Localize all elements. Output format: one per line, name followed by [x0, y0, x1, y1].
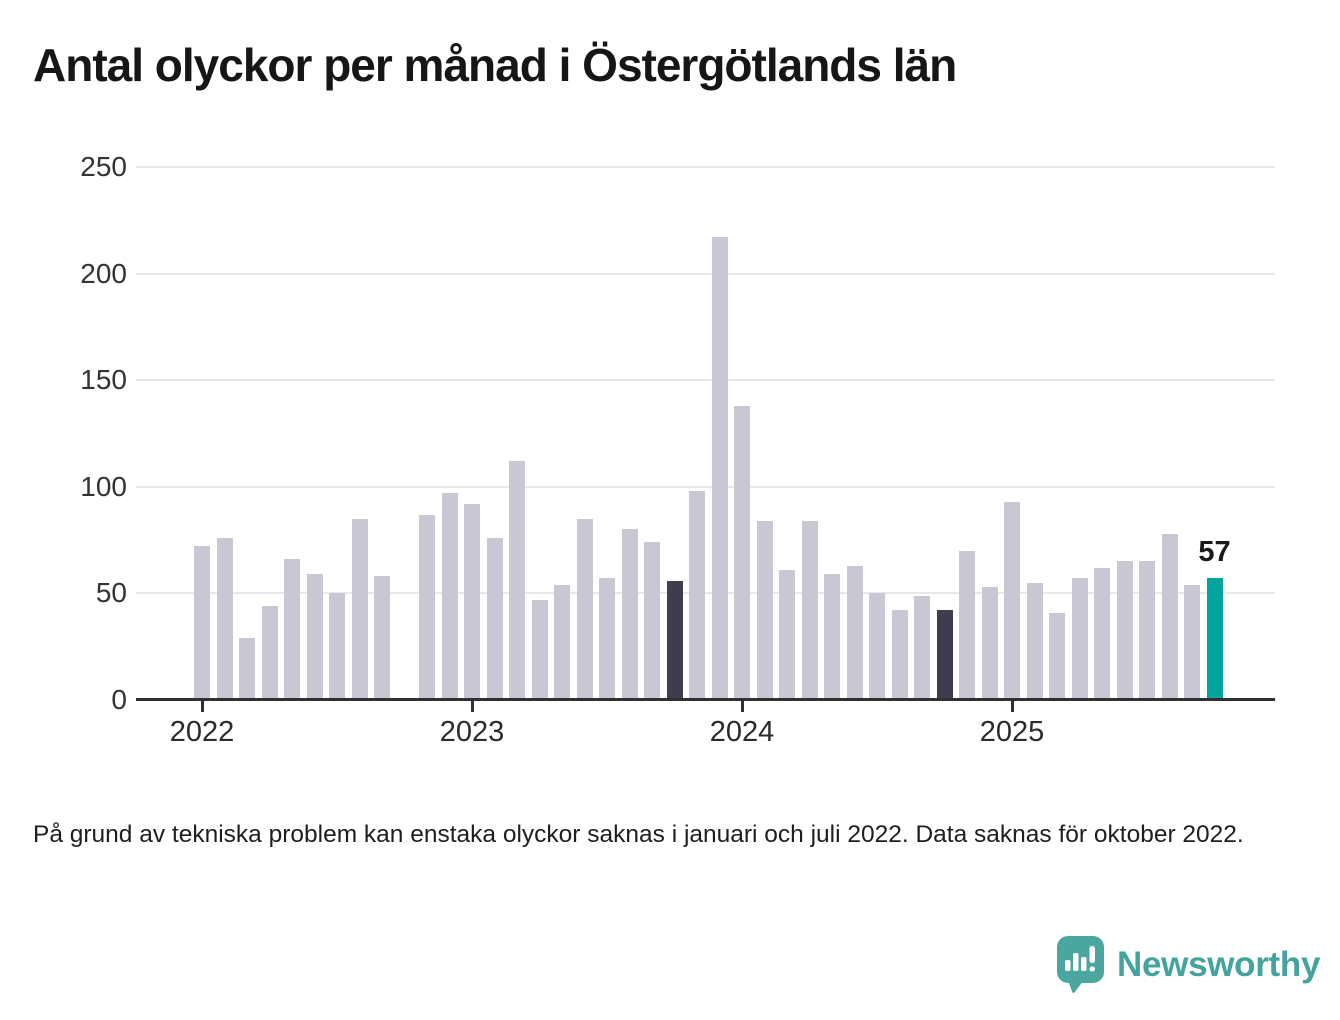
y-axis-label-250: 250	[80, 151, 127, 182]
bar-2023-02	[486, 537, 503, 700]
y-axis-label-200: 200	[80, 257, 127, 289]
gridline-250	[136, 166, 1275, 168]
bar-2022-05	[284, 559, 300, 700]
bar-2024-06	[846, 565, 863, 700]
bar-2025-03	[1049, 612, 1065, 700]
bar-2022-01	[194, 546, 210, 700]
newsworthy-logo-text: Newsworthy	[1117, 945, 1321, 984]
x-axis-label-2023: 2023	[439, 716, 505, 748]
chart-title: Antal olyckor per månad i Östergötlands …	[33, 39, 957, 91]
x-axis-tick-2023	[470, 701, 474, 712]
bar-2023-06	[576, 518, 593, 700]
bar-2022-11	[419, 514, 435, 700]
bar-2024-11	[959, 550, 975, 700]
bar-value-label: 57	[1198, 536, 1231, 569]
bar-2025-05	[1094, 567, 1110, 700]
bar-2025-01	[1004, 501, 1020, 700]
x-axis-tick-2025	[1010, 701, 1014, 712]
bar-2025-08	[1161, 533, 1178, 700]
x-axis-label-2024: 2024	[709, 716, 775, 748]
x-axis-line	[136, 698, 1275, 701]
x-axis-label-2022: 2022	[169, 716, 235, 748]
x-axis-tick-2024	[740, 701, 744, 712]
bar-2024-04	[801, 520, 818, 700]
bar-2023-04	[531, 599, 548, 700]
bar-2024-01	[734, 405, 750, 700]
newsworthy-logo-icon	[1057, 936, 1104, 994]
bar-2024-09	[914, 595, 930, 700]
bar-2022-04	[261, 606, 278, 700]
gridline-50	[136, 592, 1275, 595]
bar-2022-02	[216, 537, 233, 700]
bar-2022-08	[351, 518, 368, 700]
bar-2023-08	[621, 529, 638, 700]
bar-2022-06	[306, 574, 323, 700]
y-axis-label-100: 100	[80, 470, 127, 502]
gridline-200	[136, 272, 1275, 275]
bar-2022-07	[329, 593, 345, 700]
bar-2023-07	[599, 578, 615, 700]
bar-2023-05	[554, 584, 570, 700]
bar-2025-10	[1206, 578, 1223, 700]
bar-2024-07	[869, 593, 885, 700]
bar-2025-09	[1184, 584, 1200, 700]
bar-2023-01	[464, 503, 480, 700]
bar-2024-02	[756, 520, 773, 700]
bar-2025-04	[1071, 578, 1088, 700]
newsworthy-logo: Newsworthy	[1057, 936, 1320, 994]
bar-2023-10	[666, 580, 683, 700]
bar-2024-05	[824, 574, 840, 700]
bar-2024-03	[779, 569, 795, 700]
bar-2023-09	[644, 542, 660, 700]
bar-2025-07	[1139, 561, 1155, 700]
x-axis-tick-2022	[200, 701, 204, 712]
x-axis-label-2025: 2025	[979, 716, 1045, 748]
bar-2022-09	[374, 576, 390, 700]
bar-2022-12	[441, 493, 458, 700]
footnote: På grund av tekniska problem kan enstaka…	[33, 821, 1244, 848]
bar-2023-03	[509, 461, 525, 700]
y-axis-label-0: 0	[111, 684, 127, 715]
bar-2023-12	[711, 237, 728, 700]
y-axis-label-150: 150	[80, 364, 127, 396]
bar-2025-06	[1116, 561, 1133, 700]
bar-2025-02	[1026, 582, 1043, 700]
y-axis-label-50: 50	[95, 577, 127, 609]
bar-2022-03	[239, 638, 255, 700]
bar-2024-12	[981, 587, 998, 700]
gridline-100	[136, 485, 1275, 488]
bar-2023-11	[689, 491, 705, 700]
gridline-150	[136, 379, 1275, 382]
bar-2024-08	[891, 610, 908, 700]
bar-2024-10	[936, 610, 953, 700]
